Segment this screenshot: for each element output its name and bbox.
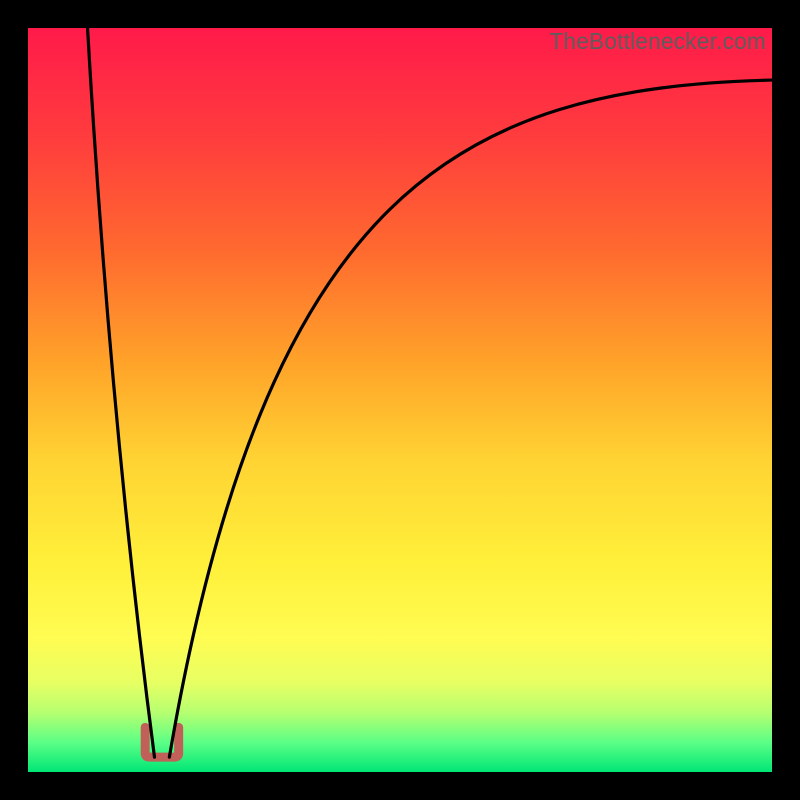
watermark-text: TheBottlenecker.com — [549, 28, 766, 55]
bottleneck-curve — [88, 28, 772, 757]
chart-frame: TheBottlenecker.com — [0, 0, 800, 800]
plot-area — [28, 28, 772, 772]
curve-overlay — [28, 28, 772, 772]
